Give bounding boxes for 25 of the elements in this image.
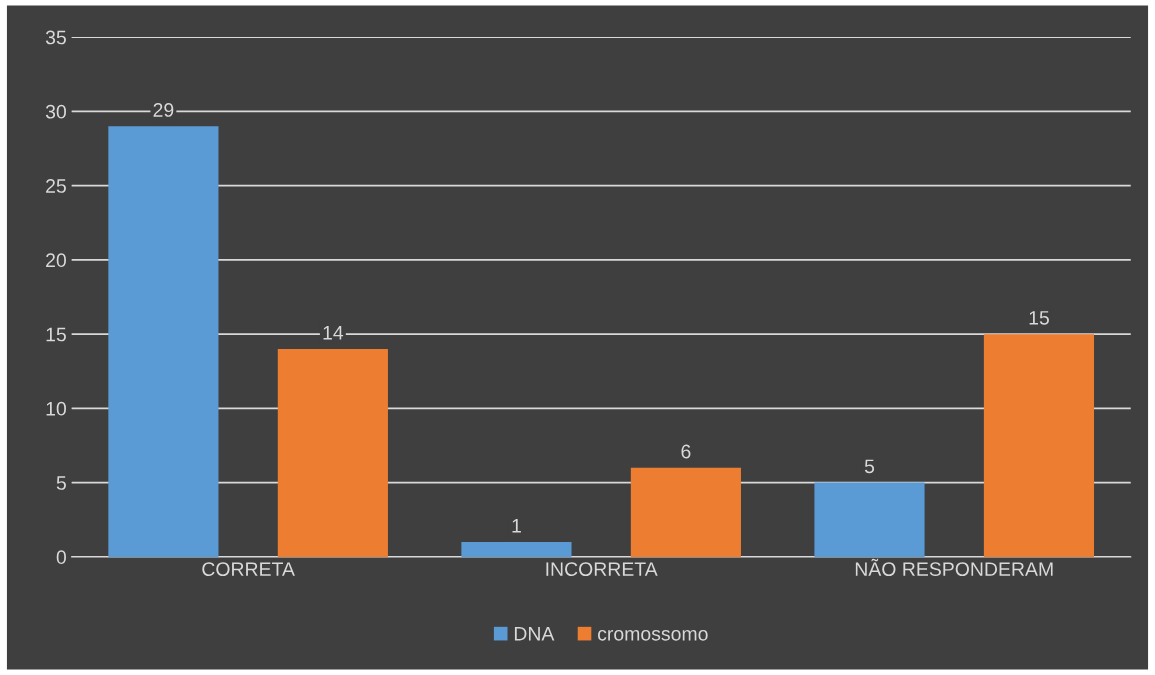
data-label: 5 bbox=[864, 459, 875, 474]
y-tick-label: 35 bbox=[45, 30, 66, 45]
bar bbox=[814, 482, 925, 557]
bar bbox=[277, 348, 388, 557]
bar bbox=[461, 542, 572, 557]
legend-label: DNA bbox=[514, 627, 555, 641]
data-label: 29 bbox=[153, 103, 174, 117]
y-tick-label: 0 bbox=[56, 550, 66, 565]
data-label: 1 bbox=[512, 519, 521, 533]
x-tick-label: CORRETA bbox=[202, 562, 295, 577]
legend-label: cromossomo bbox=[598, 629, 708, 641]
y-tick-label: 25 bbox=[46, 179, 66, 193]
y-tick-label: 5 bbox=[56, 476, 66, 490]
bar bbox=[108, 126, 219, 557]
y-tick-label: 20 bbox=[46, 253, 66, 268]
y-tick-label: 30 bbox=[45, 104, 66, 119]
data-label: 15 bbox=[1029, 311, 1049, 325]
y-tick-label: 10 bbox=[46, 401, 66, 416]
bar bbox=[983, 334, 1095, 557]
data-label: 14 bbox=[323, 326, 344, 340]
x-tick-label: INCORRETA bbox=[546, 562, 658, 577]
y-tick-label: 15 bbox=[46, 327, 66, 342]
bar bbox=[630, 467, 741, 557]
x-tick-label: NÃO RESPONDERAM bbox=[855, 558, 1053, 577]
data-label: 6 bbox=[681, 444, 691, 459]
